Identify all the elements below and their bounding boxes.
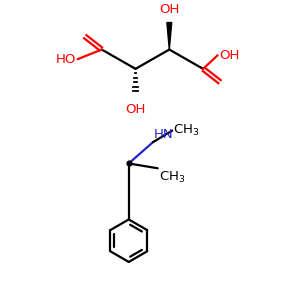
Text: HN: HN (154, 128, 173, 141)
Text: OH: OH (220, 49, 240, 62)
Text: HO: HO (55, 53, 76, 66)
Text: CH$_3$: CH$_3$ (173, 123, 200, 138)
Text: OH: OH (125, 103, 146, 116)
Text: CH$_3$: CH$_3$ (159, 170, 185, 185)
Polygon shape (167, 22, 172, 50)
Text: OH: OH (159, 3, 179, 16)
